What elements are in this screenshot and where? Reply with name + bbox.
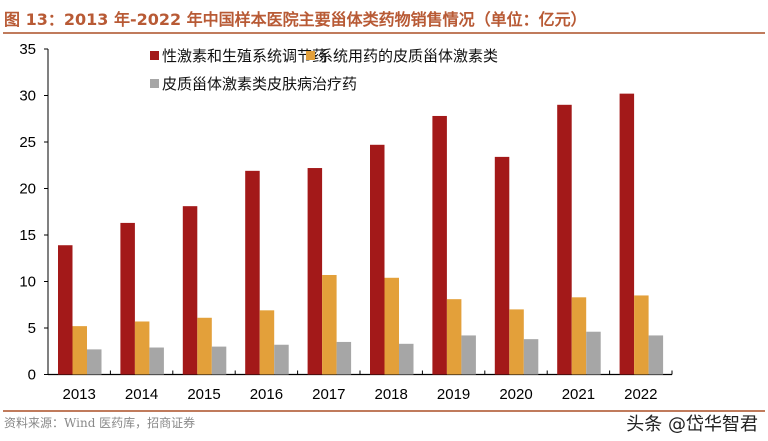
y-tick-label: 10 [19,274,36,291]
x-tick-label: 2013 [63,386,96,403]
bar-2019-series-2 [446,299,462,375]
bar-2018-series-2 [384,277,399,375]
bar-2022-series-2 [634,295,649,375]
bar-2019-series-1 [432,115,447,375]
source-divider [3,410,765,412]
legend-label: 性激素和生殖系统调节药 [162,47,327,65]
figure-title: 图 13：2013 年-2022 年中国样本医院主要甾体类药物销售情况（单位：亿… [4,10,587,29]
bar-2015-series-3 [211,346,227,375]
bar-2022-series-1 [619,93,635,375]
bar-2016-series-2 [259,310,275,375]
bar-2018-series-3 [399,343,414,375]
legend-swatch [306,51,315,60]
bar-2016-series-1 [245,170,260,375]
x-tick-label: 2022 [624,386,657,403]
bar-2020-series-1 [494,156,510,375]
watermark: 头条 @岱华智君 [626,414,758,435]
bar-2014-series-1 [120,222,135,375]
source-note: 资料来源：Wind 医药库，招商证券 [4,416,196,430]
x-tick-label: 2019 [437,386,470,403]
y-tick-label: 25 [19,134,36,151]
y-tick-label: 30 [19,88,36,105]
bar-2020-series-3 [523,339,539,375]
y-tick-label: 20 [19,181,36,198]
bar-2015-series-1 [182,206,198,375]
bar-2017-series-1 [307,168,323,375]
bar-2021-series-2 [571,297,587,375]
bar-2014-series-2 [134,321,150,375]
bar-2013-series-2 [72,326,87,375]
title-divider [3,32,765,34]
bar-2013-series-1 [58,245,73,375]
legend-label: 系统用药的皮质甾体激素类 [318,47,498,65]
bar-2019-series-3 [461,335,476,375]
bar-2017-series-3 [336,341,352,375]
legend-label: 皮质甾体激素类皮肤病治疗药 [162,75,357,93]
x-tick-label: 2021 [562,386,595,403]
bar-2015-series-2 [197,317,212,375]
bar-2021-series-3 [586,331,601,375]
bar-2013-series-3 [87,349,102,375]
y-tick-label: 15 [19,227,36,244]
x-tick-label: 2014 [125,386,158,403]
bar-2021-series-1 [557,104,572,375]
y-tick-label: 5 [28,320,36,337]
y-tick-label: 0 [28,367,36,384]
legend-swatch [150,79,159,88]
x-tick-label: 2015 [187,386,220,403]
bar-2017-series-2 [322,274,337,375]
x-tick-label: 2017 [312,386,345,403]
bar-2020-series-2 [509,309,524,375]
bar-2022-series-3 [648,335,664,375]
bar-2016-series-3 [274,344,289,375]
x-tick-label: 2016 [250,386,283,403]
y-tick-label: 35 [19,41,36,58]
legend-swatch [150,51,159,60]
x-tick-label: 2018 [375,386,408,403]
bar-2014-series-3 [149,347,164,375]
bar-2018-series-1 [370,144,385,375]
x-tick-label: 2020 [499,386,532,403]
